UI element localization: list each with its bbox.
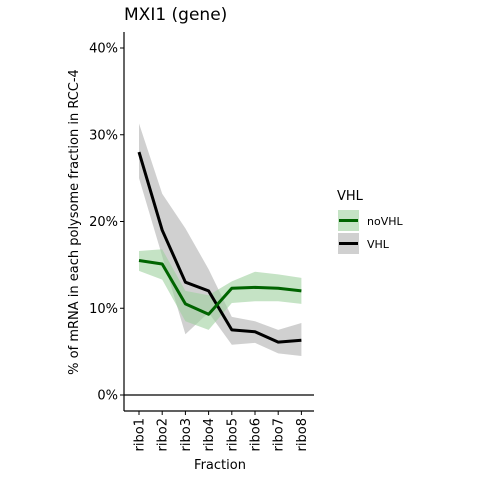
band-novhl xyxy=(139,249,302,330)
x-tick-label: ribo2 xyxy=(156,418,171,451)
y-tick-label: 0% xyxy=(97,389,118,404)
line-novhl xyxy=(138,259,302,316)
chart-title: MXI1 (gene) xyxy=(124,5,227,25)
line-vhl xyxy=(137,151,302,344)
y-tick-label: 30% xyxy=(89,128,118,143)
band-vhl xyxy=(139,123,302,356)
legend-label-vhl: VHL xyxy=(367,238,390,251)
confidence-bands xyxy=(139,123,302,356)
y-ticks: 0% 10% 20% 30% 40% xyxy=(89,42,124,404)
x-tick-label: ribo7 xyxy=(272,418,287,451)
x-axis-label: Fraction xyxy=(194,458,246,473)
x-tick-label: ribo3 xyxy=(179,418,194,451)
y-tick-label: 40% xyxy=(89,42,118,57)
x-tick-label: ribo5 xyxy=(225,418,240,451)
legend-title: VHL xyxy=(337,189,364,204)
legend-label-novhl: noVHL xyxy=(367,215,403,228)
x-tick-label: ribo8 xyxy=(295,418,310,451)
y-axis-label: % of mRNA in each polysome fraction in R… xyxy=(67,69,82,375)
y-tick-label: 10% xyxy=(89,302,118,317)
y-tick-label: 20% xyxy=(89,215,118,230)
x-tick-label: ribo4 xyxy=(202,418,217,451)
x-tick-label: ribo1 xyxy=(133,418,148,451)
series-lines xyxy=(137,151,302,344)
x-ticks: ribo1 ribo2 ribo3 ribo4 ribo5 ribo6 ribo7 ribo8 xyxy=(133,411,310,451)
x-tick-label: ribo6 xyxy=(249,418,264,451)
